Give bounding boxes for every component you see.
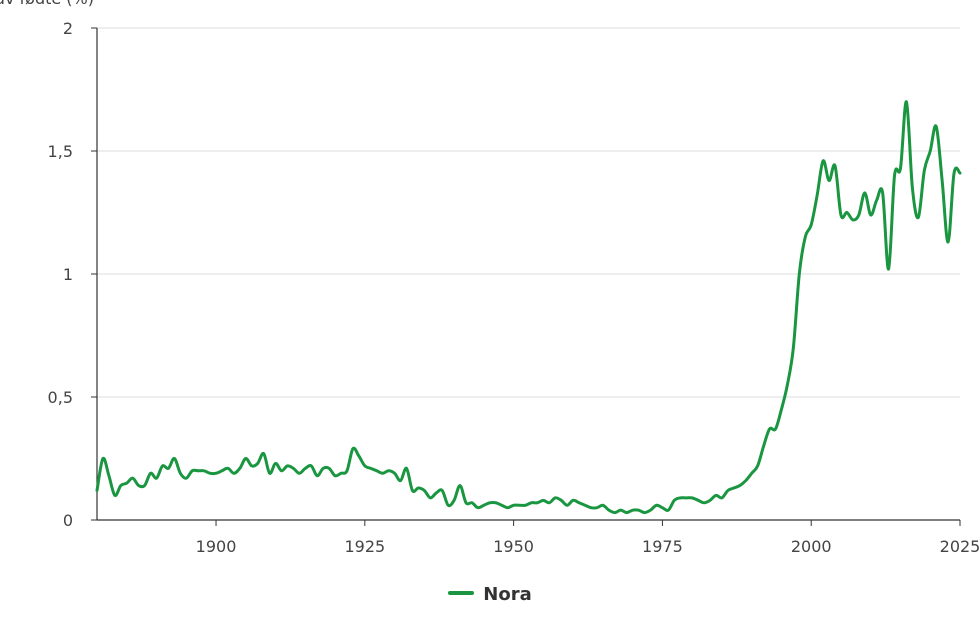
gridlines: [97, 27, 960, 398]
series-layer: [95, 100, 962, 515]
x-tick-label: 1900: [196, 537, 237, 556]
x-tick-label: 1925: [344, 537, 385, 556]
x-tick-label: 1950: [493, 537, 534, 556]
y-tick-label: 1,5: [48, 142, 73, 161]
y-tick-label: 2: [63, 19, 73, 38]
tick-labels: 0 0,5 1 1,5 2 1900 1925 1950 1975 2000 2025: [48, 19, 980, 556]
legend-swatch-nora: [448, 591, 475, 595]
x-tick-label: 2000: [791, 537, 832, 556]
axes: [91, 27, 961, 526]
x-tick-label: 2025: [940, 537, 980, 556]
y-tick-label: 1: [63, 265, 73, 284]
y-tick-label: 0,5: [48, 388, 73, 407]
legend-label-nora: Nora: [483, 584, 532, 605]
y-tick-label: 0: [63, 511, 73, 530]
legend: Nora: [0, 584, 980, 605]
x-tick-label: 1975: [642, 537, 683, 556]
series-line-nora: [95, 100, 962, 515]
y-axis-label: Andel av fødte (%): [0, 0, 94, 8]
